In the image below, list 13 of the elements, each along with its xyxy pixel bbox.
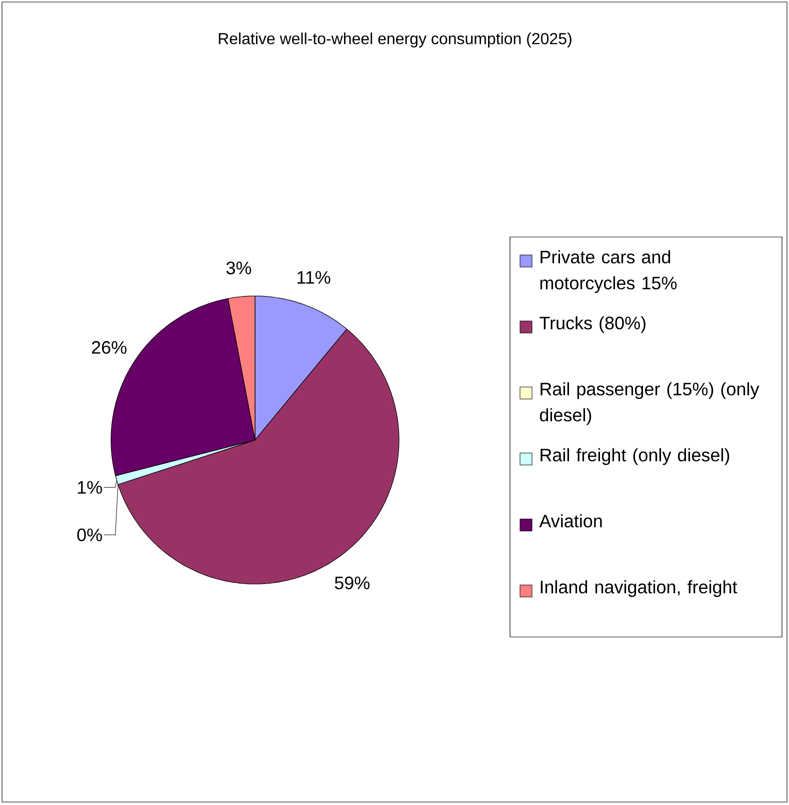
legend-label: Aviation <box>539 514 602 528</box>
data-label: 59% <box>334 576 370 590</box>
legend-label: Rail passenger (15%) (only diesel) <box>540 382 760 425</box>
data-label: 1% <box>78 481 102 494</box>
data-label: 26% <box>92 341 126 354</box>
data-label: 11% <box>298 271 330 284</box>
legend-label: Inland navigation, freight <box>540 580 738 597</box>
legend-label: Trucks (80%) <box>540 316 646 333</box>
chart-title: Relative well-to-wheel energy consumption (2025) <box>218 32 572 48</box>
legend-label: Rail freight (only diesel) <box>540 448 730 465</box>
text: 0% <box>77 528 102 542</box>
data-label: 3% <box>226 262 252 274</box>
legend-label: Private cars and motorcycles 15% <box>540 250 677 293</box>
